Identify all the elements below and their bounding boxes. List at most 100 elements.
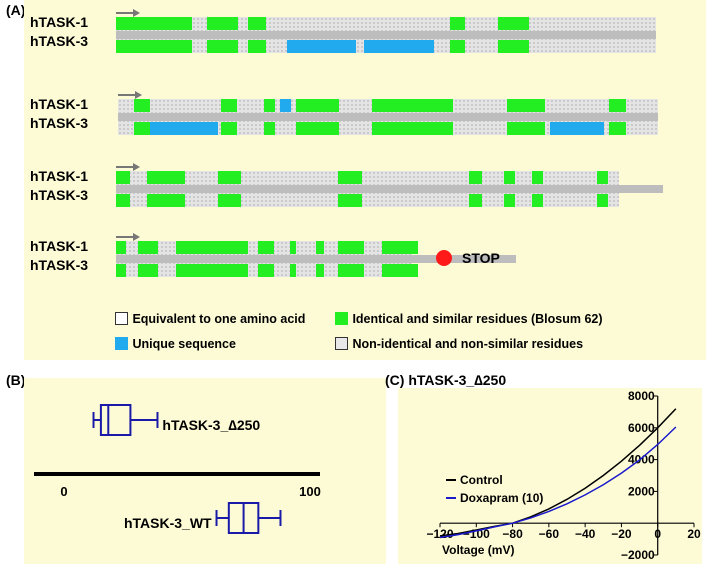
identical-block — [338, 264, 364, 277]
x-tick-label: −20 — [611, 527, 632, 541]
arrow-right-icon — [118, 86, 142, 99]
panel-b-background — [24, 378, 386, 564]
legend-equivalent: Equivalent to one amino acid — [115, 310, 305, 328]
white-square-icon — [115, 312, 128, 325]
series-line — [439, 426, 677, 539]
identical-block — [134, 99, 151, 112]
arrow-right-icon — [116, 4, 140, 17]
legend-label: Doxapram (10) — [460, 491, 543, 505]
unique-block — [286, 40, 356, 53]
sequence-label-top: hTASK-1 — [30, 96, 89, 112]
identical-block — [382, 241, 419, 254]
x-axis-label: Voltage (mV) — [442, 543, 514, 557]
identical-block — [146, 171, 185, 184]
stop-icon — [436, 250, 452, 266]
chart-title: hTASK-3_∆250 — [408, 372, 507, 388]
arrow-right-icon — [116, 158, 140, 171]
identical-block — [338, 194, 363, 207]
identical-block — [263, 122, 275, 135]
tick-label: 0 — [60, 484, 67, 499]
identical-block — [338, 171, 363, 184]
identical-block — [504, 171, 516, 184]
legend-nonidentical: Non-identical and non-similar residues — [335, 335, 583, 353]
identical-block — [609, 99, 626, 112]
identical-block — [176, 264, 248, 277]
box-label: hTASK-3_WT — [124, 515, 212, 531]
x-tick-label: 20 — [687, 527, 701, 541]
identical-block — [220, 122, 237, 135]
identical-block — [290, 241, 296, 254]
identical-block — [206, 40, 239, 53]
identical-block — [138, 264, 159, 277]
identical-block — [597, 194, 609, 207]
identical-block — [116, 264, 127, 277]
box-label: hTASK-3_∆250 — [162, 417, 260, 433]
identical-block — [296, 122, 340, 135]
identical-block — [371, 99, 453, 112]
sequence-label-top: hTASK-1 — [30, 14, 89, 30]
identical-block — [371, 122, 453, 135]
legend-unique: Unique sequence — [115, 335, 236, 353]
y-tick-label: −2000 — [621, 548, 655, 562]
panel-b-label: (B) — [6, 372, 26, 388]
x-tick-label: −40 — [575, 527, 596, 541]
identical-block — [506, 122, 545, 135]
green-square-icon — [335, 312, 348, 325]
arrow-right-icon — [116, 228, 140, 241]
x-tick-label: −120 — [426, 527, 453, 541]
box — [99, 404, 132, 436]
x-tick-label: 0 — [654, 527, 661, 541]
identical-block — [469, 171, 483, 184]
blue-square-icon — [115, 337, 128, 350]
identical-block — [176, 241, 248, 254]
identical-block — [134, 122, 151, 135]
identical-block — [258, 264, 275, 277]
panel-c-label: (C) hTASK-3_∆250 — [385, 372, 507, 388]
x-tick-label: −80 — [502, 527, 523, 541]
legend-label: Control — [460, 473, 503, 487]
identical-block — [296, 99, 340, 112]
iv-curve-chart: −120 −100 −80 −60 −40 −20 0 208000600040002000−… — [426, 389, 701, 562]
sequence-label-bottom: hTASK-3 — [30, 33, 89, 49]
sequence-bar — [116, 255, 516, 263]
unique-block — [150, 122, 219, 135]
identical-block — [138, 241, 159, 254]
identical-block — [316, 241, 324, 254]
identical-block — [217, 171, 241, 184]
identical-block — [597, 171, 609, 184]
unique-block — [280, 99, 291, 112]
identical-block — [498, 17, 529, 30]
y-tick-label: 8000 — [628, 389, 655, 403]
sequence-label-top: hTASK-1 — [30, 168, 89, 184]
sequence-bar — [116, 31, 656, 39]
identical-block — [217, 194, 241, 207]
identical-block — [220, 99, 237, 112]
identical-block — [498, 40, 529, 53]
speckled-square-icon — [335, 337, 348, 350]
y-tick-label: 6000 — [628, 421, 655, 435]
alignment-rows: hTASK-1 hTASK-3 hTASK-1 hTASK-3 hTASK-1 hTASK… — [30, 4, 663, 277]
identical-block — [206, 17, 239, 30]
identical-block — [116, 40, 192, 53]
y-tick-label: 2000 — [628, 484, 655, 498]
identical-block — [258, 241, 275, 254]
unique-block — [364, 40, 434, 53]
identical-block — [146, 194, 185, 207]
identical-block — [263, 99, 275, 112]
unique-block — [550, 122, 604, 135]
tick-label: 100 — [299, 484, 321, 499]
sequence-bar — [116, 185, 663, 193]
sequence-bar — [118, 113, 658, 121]
identical-block — [116, 241, 127, 254]
identical-block — [469, 194, 483, 207]
sequence-label-bottom: hTASK-3 — [30, 187, 89, 203]
identical-block — [290, 264, 296, 277]
identical-block — [506, 99, 545, 112]
identical-block — [338, 241, 364, 254]
legend-identical: Identical and similar residues (Blosum 6… — [335, 310, 603, 328]
sequence-label-bottom: hTASK-3 — [30, 115, 89, 131]
identical-block — [247, 40, 267, 53]
x-tick-label: −60 — [539, 527, 560, 541]
identical-block — [449, 40, 465, 53]
identical-block — [504, 194, 516, 207]
